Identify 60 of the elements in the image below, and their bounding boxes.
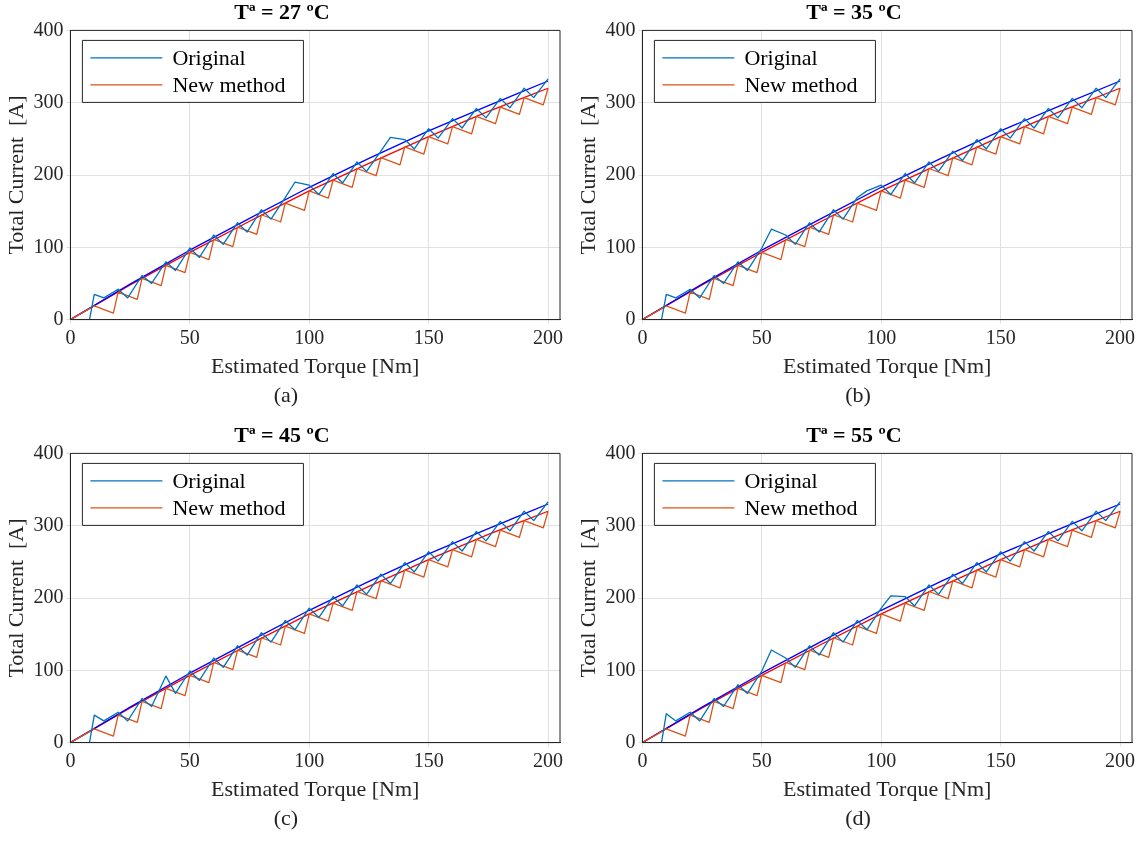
legend-label: New method (744, 494, 858, 520)
chart-title: Tª = 27 ºC (234, 0, 330, 24)
x-axis-title: Estimated Torque [Nm] (783, 775, 992, 801)
y-tick-label: 100 (605, 657, 636, 680)
y-tick-label: 0 (53, 306, 64, 329)
y-tick-label: 400 (33, 440, 64, 463)
x-axis-title: Estimated Torque [Nm] (783, 352, 992, 378)
y-tick-label: 400 (605, 440, 636, 463)
text: (c) (272, 805, 300, 831)
y-tick-label: 100 (33, 234, 64, 257)
y-tick-label: 100 (33, 657, 64, 680)
y-axis-title: Total Current [A] (574, 518, 600, 678)
y-tick-label: 0 (625, 729, 636, 752)
y-tick-label: 300 (605, 512, 636, 535)
x-tick-label: 200 (1105, 325, 1136, 348)
text: (a) (272, 382, 300, 408)
x-tick-label: 200 (1105, 748, 1136, 771)
y-axis-title: Total Current [A] (2, 95, 28, 255)
x-tick-label: 150 (985, 325, 1016, 348)
y-tick-label: 0 (625, 306, 636, 329)
legend-label: New method (172, 71, 286, 97)
y-axis-title: Total Current [A] (574, 95, 600, 255)
x-tick-label: 50 (179, 325, 200, 348)
x-tick-label: 200 (533, 748, 564, 771)
y-tick-label: 300 (605, 89, 636, 112)
y-tick-label: 200 (33, 162, 64, 185)
x-tick-label: 150 (985, 748, 1016, 771)
y-tick-label: 200 (605, 585, 636, 608)
x-tick-label: 200 (533, 325, 564, 348)
x-axis-title: Estimated Torque [Nm] (211, 352, 420, 378)
chart-title: Tª = 45 ºC (234, 421, 330, 447)
y-tick-label: 400 (605, 17, 636, 40)
text: (d) (844, 805, 872, 831)
chart-title: Tª = 35 ºC (806, 0, 902, 24)
x-tick-label: 50 (751, 325, 772, 348)
y-tick-label: 400 (33, 17, 64, 40)
x-tick-label: 50 (179, 748, 200, 771)
legend-label: Original (172, 44, 246, 70)
legend-label: Original (744, 44, 818, 70)
x-tick-label: 150 (413, 748, 444, 771)
legend-label: Original (744, 467, 818, 493)
x-axis-title: Estimated Torque [Nm] (211, 775, 420, 801)
y-tick-label: 300 (33, 89, 64, 112)
chart-title: Tª = 55 ºC (806, 421, 902, 447)
legend-label: New method (744, 71, 858, 97)
x-tick-label: 100 (294, 325, 325, 348)
text: (b) (844, 382, 872, 408)
x-tick-label: 150 (413, 325, 444, 348)
legend-label: Original (172, 467, 246, 493)
legend-label: New method (172, 494, 286, 520)
y-tick-label: 100 (605, 234, 636, 257)
x-tick-label: 100 (294, 748, 325, 771)
x-tick-label: 50 (751, 748, 772, 771)
x-tick-label: 100 (866, 748, 897, 771)
x-tick-label: 100 (866, 325, 897, 348)
y-tick-label: 200 (605, 162, 636, 185)
y-tick-label: 200 (33, 585, 64, 608)
y-axis-title: Total Current [A] (2, 518, 28, 678)
y-tick-label: 300 (33, 512, 64, 535)
y-tick-label: 0 (53, 729, 64, 752)
